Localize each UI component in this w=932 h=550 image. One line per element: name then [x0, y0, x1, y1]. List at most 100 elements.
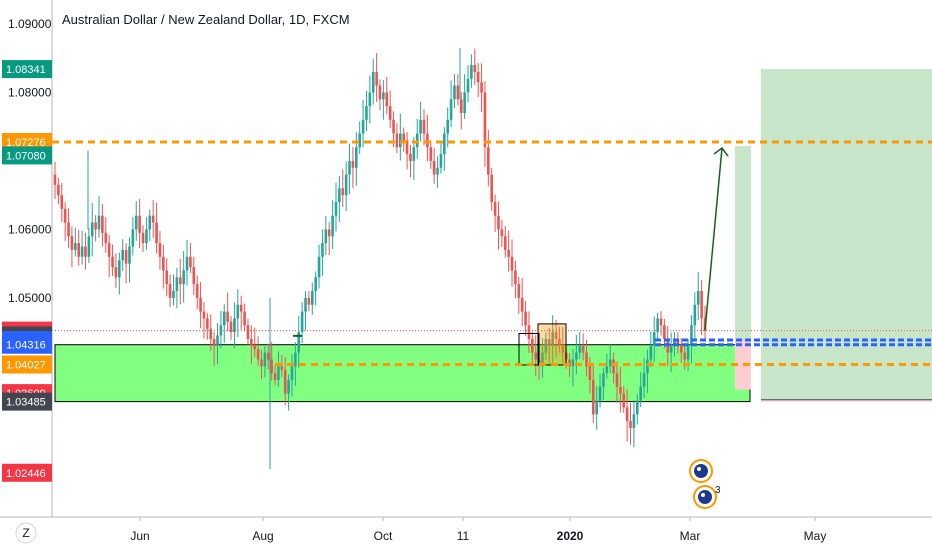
price-tag-bg	[2, 60, 52, 79]
position-profit-small[interactable]	[735, 146, 751, 341]
candle-body	[246, 325, 250, 339]
flag-icon	[698, 490, 712, 504]
candle-body	[459, 99, 463, 113]
consolidation-box[interactable]	[537, 323, 567, 366]
candle-body	[608, 359, 612, 367]
candle-body	[321, 243, 324, 257]
candle-body	[619, 386, 622, 394]
price-tag-bg	[2, 355, 52, 374]
candle-body	[317, 256, 321, 278]
event-markers-layer[interactable]: 3	[689, 459, 721, 509]
candle-body	[229, 321, 233, 333]
candle-body	[436, 167, 439, 175]
candle-body	[470, 65, 473, 79]
candle-body	[649, 345, 653, 360]
candle-body	[199, 297, 202, 312]
candle-body	[148, 215, 152, 230]
candle-body	[118, 260, 121, 278]
candle-body	[361, 119, 365, 134]
candle-body	[277, 366, 280, 381]
candle-body	[53, 174, 57, 185]
candle-body	[331, 215, 334, 237]
candle-body	[212, 338, 216, 346]
candle-body	[690, 325, 693, 346]
candle-body	[568, 359, 571, 367]
candle-body	[121, 249, 125, 261]
candle-body	[629, 421, 632, 428]
candle-body	[67, 222, 70, 237]
flag-star	[701, 493, 705, 497]
x-tick-label: Oct	[374, 529, 393, 543]
candle-body	[680, 345, 683, 353]
candle-body	[222, 311, 226, 326]
news-event-icon[interactable]: 3	[693, 485, 721, 509]
price-tag: 1.04027	[2, 355, 52, 374]
candle-body	[290, 366, 294, 381]
candle-body	[514, 270, 517, 285]
candle-body	[162, 256, 165, 271]
x-tick-label: Aug	[252, 529, 273, 543]
candle-body	[659, 318, 663, 326]
candle-body	[365, 106, 368, 120]
candle-body	[233, 318, 236, 333]
candle-body	[476, 71, 480, 83]
candle-body	[124, 249, 128, 264]
candle-body	[490, 174, 494, 203]
y-tick-label: 1.09000	[8, 17, 52, 31]
position-loss-zone[interactable]	[761, 399, 932, 402]
demand-zone[interactable]	[54, 344, 751, 403]
timezone-button[interactable]: Z	[15, 522, 37, 544]
candle-body	[206, 318, 209, 329]
position-profit-zone[interactable]	[761, 69, 932, 400]
price-tags: 1.083411.072761.070801.045221.044521.043…	[2, 60, 52, 482]
candle-body	[182, 270, 185, 285]
candle-body	[111, 256, 114, 268]
candle-body	[287, 380, 290, 394]
candle-body	[90, 222, 94, 237]
price-tag-label: 1.04316	[6, 340, 46, 352]
candle-body	[63, 208, 67, 223]
y-axis-ticks: 1.09000 1.08000 1.06000 1.05000	[8, 17, 52, 305]
candle-body	[101, 215, 104, 233]
candle-body	[263, 352, 267, 367]
candle-body	[554, 332, 558, 339]
candle-body	[348, 160, 351, 175]
price-tag-label: 1.07080	[6, 150, 46, 162]
timezone-button-circle[interactable]	[15, 522, 37, 544]
price-tag: 1.03485	[2, 392, 52, 411]
candle-body	[280, 366, 284, 370]
candle-body	[520, 297, 524, 312]
candle-body	[625, 407, 629, 422]
candle-body	[382, 92, 385, 100]
candle-body	[497, 215, 500, 230]
candle-body	[216, 335, 219, 346]
candle-body	[639, 386, 642, 401]
candle-body	[669, 345, 673, 353]
candles-layer	[53, 47, 707, 470]
projection-arrow[interactable]	[704, 147, 723, 331]
candle-body	[70, 236, 74, 250]
candle-body	[588, 366, 592, 381]
drawing-mark[interactable]	[293, 334, 302, 337]
candle-body	[378, 85, 382, 100]
candle-body	[480, 82, 483, 93]
candle-body	[585, 352, 588, 367]
candle-body	[487, 147, 490, 175]
candle-body	[432, 160, 436, 175]
candle-body	[300, 311, 304, 333]
candle-body	[426, 133, 429, 148]
candle-body	[158, 243, 162, 257]
candle-body	[503, 236, 507, 250]
price-tag: 1.08341	[2, 60, 52, 79]
candle-body	[74, 243, 77, 250]
candle-body	[463, 92, 466, 113]
candle-body	[449, 99, 453, 120]
candle-body	[151, 215, 155, 223]
news-event-icon[interactable]	[689, 459, 713, 483]
candle-body	[551, 332, 554, 346]
price-tag-bg	[2, 392, 52, 411]
candle-body	[226, 311, 229, 322]
candle-body	[541, 352, 544, 367]
timezone-label[interactable]: Z	[22, 526, 29, 540]
